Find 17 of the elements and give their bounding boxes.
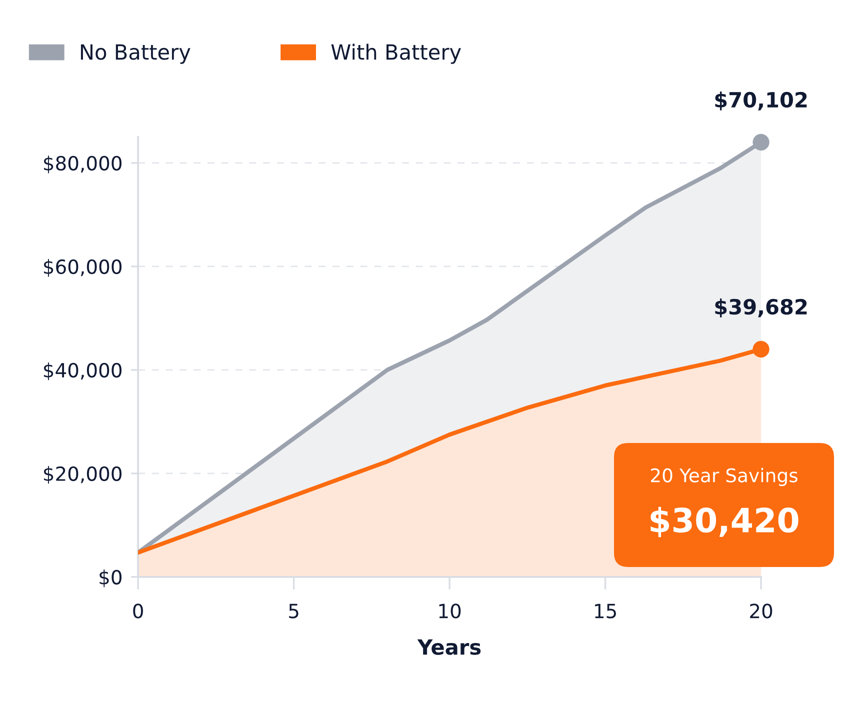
- x-tick-label: 0: [133, 604, 143, 618]
- x-tick-label: 5: [289, 604, 298, 618]
- x-tick-label: 20: [750, 604, 772, 618]
- y-tick-label: $20,000: [44, 466, 122, 484]
- x-tick-label: 15: [595, 604, 616, 618]
- x-tick-label: 10: [439, 604, 461, 618]
- annotation: $30,420: [650, 506, 798, 538]
- y-tick-label: $60,000: [44, 259, 122, 277]
- x-axis-title: Years: [417, 639, 481, 655]
- annotation: $39,682: [715, 298, 807, 318]
- annotation: $70,102: [715, 92, 807, 110]
- y-tick-label: $40,000: [44, 362, 122, 380]
- legend-label: No Battery: [80, 44, 190, 64]
- legend-label: With Battery: [331, 44, 461, 64]
- y-tick-label: $80,000: [44, 156, 122, 174]
- y-tick-label: $0: [100, 570, 122, 588]
- annotation: 20 Year Savings: [651, 468, 798, 486]
